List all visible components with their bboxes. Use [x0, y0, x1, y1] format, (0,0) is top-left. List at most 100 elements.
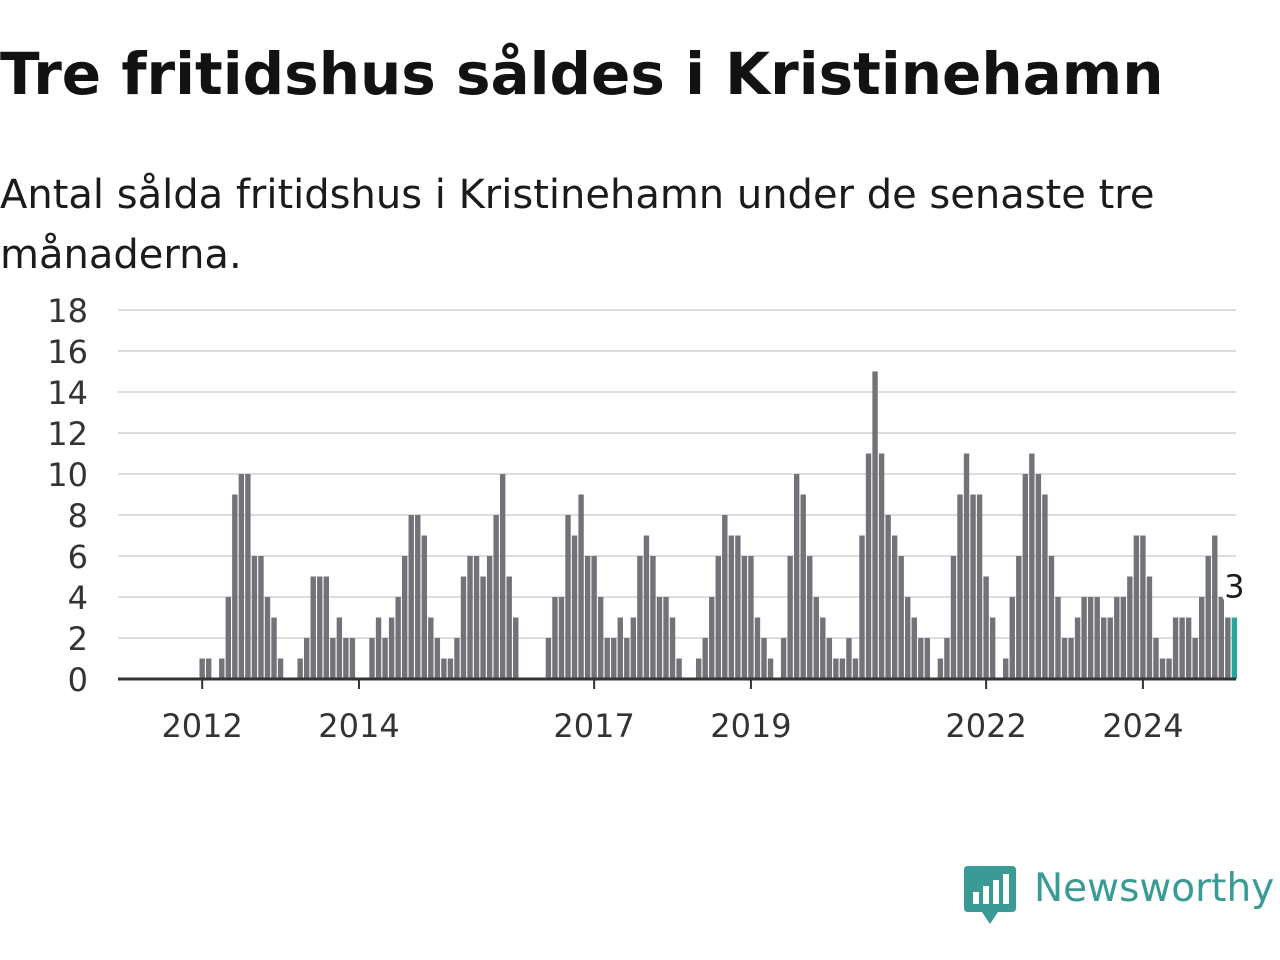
bar [650, 556, 656, 679]
bar [872, 371, 878, 679]
bar [460, 576, 467, 679]
bar [1114, 597, 1120, 679]
bar [441, 658, 447, 679]
bar [1022, 474, 1029, 679]
bar [552, 597, 558, 679]
bar [251, 556, 258, 679]
bar [839, 658, 846, 679]
bar [1146, 576, 1153, 679]
bar [624, 638, 630, 679]
annotations: 3 [1220, 564, 1248, 610]
bar [421, 535, 427, 679]
bar [499, 474, 506, 679]
bar [735, 535, 741, 679]
bar [1029, 453, 1035, 679]
bar [813, 597, 819, 679]
bar [1101, 617, 1107, 679]
bar [232, 494, 238, 679]
x-tick-label: 2017 [553, 707, 634, 745]
y-tick-label: 16 [47, 333, 88, 371]
bar [323, 576, 329, 679]
bar [807, 556, 813, 679]
bar [1159, 658, 1166, 679]
bar [617, 617, 623, 679]
bar [728, 535, 735, 679]
bar [793, 474, 800, 679]
bar [513, 617, 519, 679]
bar [918, 638, 924, 679]
bar [1127, 576, 1133, 679]
bar [676, 658, 682, 679]
bar [199, 658, 205, 679]
bar [297, 658, 303, 679]
bar [1192, 638, 1198, 679]
bar [787, 556, 793, 679]
bar [1212, 535, 1218, 679]
bar [637, 556, 643, 679]
bar [1081, 597, 1087, 679]
bar [1094, 597, 1100, 679]
bar [944, 638, 950, 679]
bar [238, 474, 245, 679]
bar [1199, 597, 1205, 679]
bar [271, 617, 277, 679]
bar [911, 617, 917, 679]
bar [1166, 658, 1172, 679]
bar [428, 617, 434, 679]
bar [401, 556, 408, 679]
bar [493, 515, 499, 679]
bar [395, 597, 401, 679]
bar [225, 597, 231, 679]
bar [264, 597, 271, 679]
bar [1048, 556, 1055, 679]
bar [205, 658, 212, 679]
bar [317, 576, 323, 679]
bar [1003, 658, 1009, 679]
y-tick-label: 18 [47, 292, 88, 330]
bar [415, 515, 421, 679]
bar [905, 597, 911, 679]
bar [454, 638, 460, 679]
bar [1172, 617, 1179, 679]
bars [199, 371, 1238, 679]
bar [277, 658, 284, 679]
gridlines [118, 309, 1236, 639]
bar [1185, 617, 1192, 679]
bar [1179, 617, 1185, 679]
bar [578, 494, 584, 679]
bar [408, 515, 414, 679]
bar [1225, 617, 1231, 679]
bar [349, 638, 356, 679]
bar [669, 617, 676, 679]
bar [663, 597, 669, 679]
bar [970, 494, 976, 679]
bar [558, 597, 565, 679]
bar [597, 597, 604, 679]
chart-title: Tre fritidshus såldes i Kristinehamn [0, 40, 1164, 108]
bar [761, 638, 767, 679]
bar [245, 474, 251, 679]
bar [330, 638, 336, 679]
bar [480, 576, 486, 679]
bar [1107, 617, 1113, 679]
bar [336, 617, 343, 679]
bar [1140, 535, 1146, 679]
y-tick-label: 2 [68, 620, 88, 658]
x-tick-label: 2022 [945, 707, 1026, 745]
bar [565, 515, 571, 679]
x-axis: 2012 2014 2017 2019 2022 2024 [118, 677, 1236, 745]
bar [447, 658, 454, 679]
y-tick-label: 8 [68, 497, 88, 535]
bar [780, 638, 787, 679]
x-tick-label: 2024 [1102, 707, 1183, 745]
bar [1205, 556, 1211, 679]
bar [957, 494, 963, 679]
bar [1218, 597, 1225, 679]
bar [1120, 597, 1127, 679]
x-tick-label: 2019 [710, 707, 791, 745]
bar [715, 556, 721, 679]
bar [950, 556, 957, 679]
highlight-value-label: 3 [1224, 568, 1244, 606]
y-tick-label: 6 [68, 538, 88, 576]
bar [865, 453, 872, 679]
